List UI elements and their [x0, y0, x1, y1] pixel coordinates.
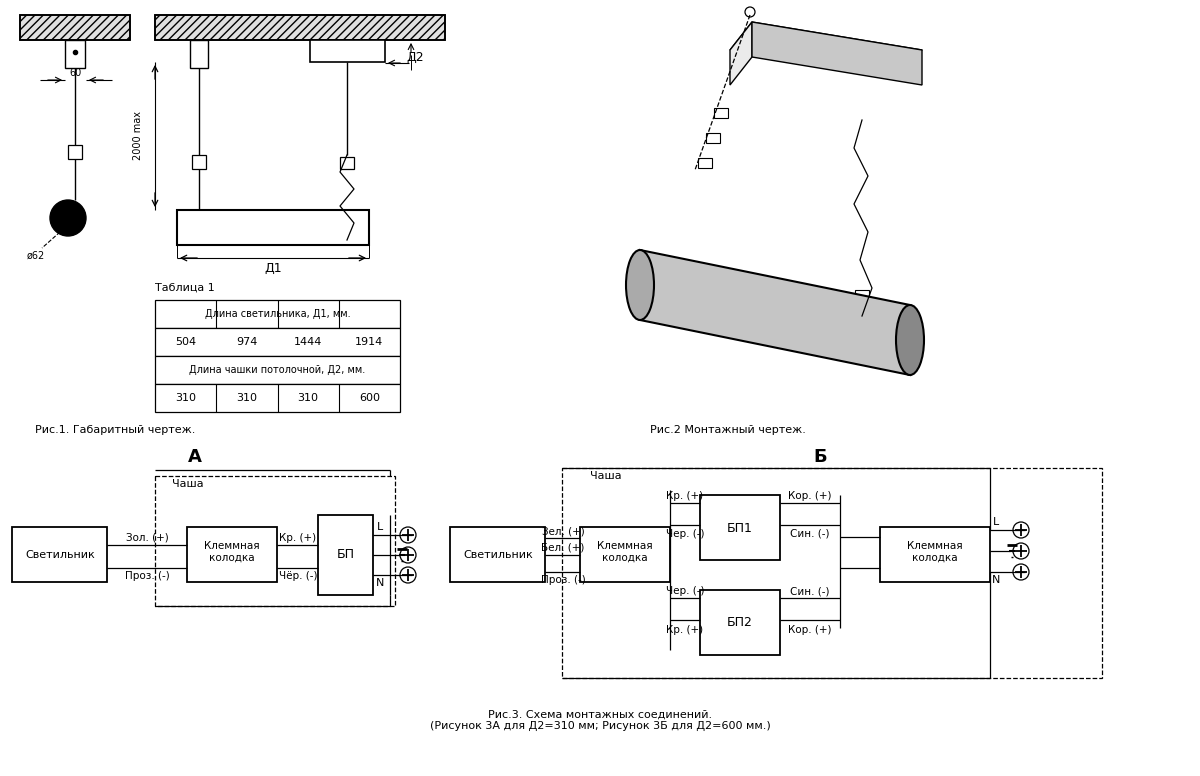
Text: Чёр. (-): Чёр. (-)	[278, 571, 317, 581]
Text: Рис.3. Схема монтажных соединений.
(Рисунок 3А для Д2=310 мм; Рисунок 3Б для Д2=: Рис.3. Схема монтажных соединений. (Рису…	[430, 709, 770, 731]
Bar	[65, 40, 85, 68]
Bar	[192, 155, 206, 169]
Text: Чер. (-): Чер. (-)	[666, 529, 704, 539]
Bar	[155, 300, 400, 328]
Text: L: L	[377, 522, 383, 532]
Text: Кор. (+): Кор. (+)	[788, 625, 832, 635]
Bar	[155, 15, 445, 40]
Bar	[562, 468, 1102, 678]
Text: 504: 504	[175, 337, 196, 347]
Bar	[190, 40, 208, 68]
Text: Д2: Д2	[406, 50, 424, 64]
Text: Син. (-): Син. (-)	[791, 529, 829, 539]
Text: 310: 310	[236, 393, 257, 403]
Text: L: L	[992, 517, 1000, 527]
Bar	[155, 356, 400, 384]
Circle shape	[50, 200, 86, 236]
Bar	[714, 108, 728, 118]
Polygon shape	[730, 22, 752, 85]
Text: БП2: БП2	[727, 616, 752, 629]
Ellipse shape	[896, 305, 924, 375]
Text: Син. (-): Син. (-)	[791, 586, 829, 596]
Bar	[880, 527, 990, 582]
Bar	[178, 210, 370, 245]
Bar	[698, 158, 712, 168]
Text: Клеммная
колодка: Клеммная колодка	[598, 541, 653, 563]
Bar	[310, 40, 385, 62]
Text: Рис.1. Габаритный чертеж.: Рис.1. Габаритный чертеж.	[35, 425, 196, 435]
Text: Таблица 1: Таблица 1	[155, 283, 215, 293]
Text: Чер. (-): Чер. (-)	[666, 586, 704, 596]
Text: 974: 974	[236, 337, 258, 347]
Text: А: А	[188, 448, 202, 466]
Polygon shape	[752, 22, 922, 85]
Text: 1914: 1914	[355, 337, 384, 347]
Text: БП: БП	[337, 549, 355, 562]
Text: 1444: 1444	[294, 337, 323, 347]
Bar	[68, 145, 82, 159]
Bar	[155, 15, 445, 40]
Bar	[20, 15, 130, 40]
Bar	[318, 515, 373, 595]
Bar	[12, 527, 107, 582]
Bar	[340, 157, 354, 169]
Text: ø62: ø62	[26, 251, 46, 261]
Bar	[700, 590, 780, 655]
Text: Д1: Д1	[264, 262, 282, 275]
Bar	[580, 527, 670, 582]
Text: Кор. (+): Кор. (+)	[788, 491, 832, 501]
Text: Зел. (+): Зел. (+)	[541, 526, 584, 536]
Text: 310: 310	[298, 393, 319, 403]
Polygon shape	[640, 250, 910, 375]
Text: Рис.2 Монтажный чертеж.: Рис.2 Монтажный чертеж.	[650, 425, 806, 435]
Text: Проз. (-): Проз. (-)	[125, 571, 169, 581]
Ellipse shape	[626, 250, 654, 320]
Text: БП1: БП1	[727, 521, 752, 535]
Text: Кр. (+): Кр. (+)	[666, 491, 703, 501]
Bar	[450, 527, 545, 582]
Text: Чаша: Чаша	[590, 471, 622, 481]
Bar	[854, 290, 869, 302]
Text: Длина чашки потолочной, Д2, мм.: Длина чашки потолочной, Д2, мм.	[190, 365, 366, 375]
Bar	[155, 476, 395, 606]
Polygon shape	[730, 22, 922, 78]
Bar	[20, 15, 130, 40]
Bar	[700, 495, 780, 560]
Text: Длина светильника, Д1, мм.: Длина светильника, Д1, мм.	[205, 309, 350, 319]
Text: Кр. (+): Кр. (+)	[666, 625, 703, 635]
Text: N: N	[992, 575, 1000, 585]
Text: 600: 600	[359, 393, 380, 403]
Text: Светильник: Светильник	[25, 550, 95, 560]
Text: Чаша: Чаша	[172, 479, 204, 489]
Text: 2000 max: 2000 max	[133, 112, 143, 161]
Text: Светильник: Светильник	[463, 550, 533, 560]
Text: Клеммная
колодка: Клеммная колодка	[907, 541, 962, 563]
Text: Проз. (-): Проз. (-)	[541, 575, 586, 585]
Bar	[187, 527, 277, 582]
Text: Зол. (+): Зол. (+)	[126, 533, 168, 543]
Bar	[155, 328, 400, 356]
Bar	[155, 384, 400, 412]
Text: Б: Б	[814, 448, 827, 466]
Text: Кр. (+): Кр. (+)	[280, 533, 317, 543]
Text: 310: 310	[175, 393, 196, 403]
Text: Клеммная
колодка: Клеммная колодка	[204, 541, 260, 563]
Text: Бел. (+): Бел. (+)	[541, 543, 584, 553]
Text: 60: 60	[70, 68, 82, 78]
Bar	[706, 133, 720, 143]
Text: N: N	[376, 578, 384, 588]
